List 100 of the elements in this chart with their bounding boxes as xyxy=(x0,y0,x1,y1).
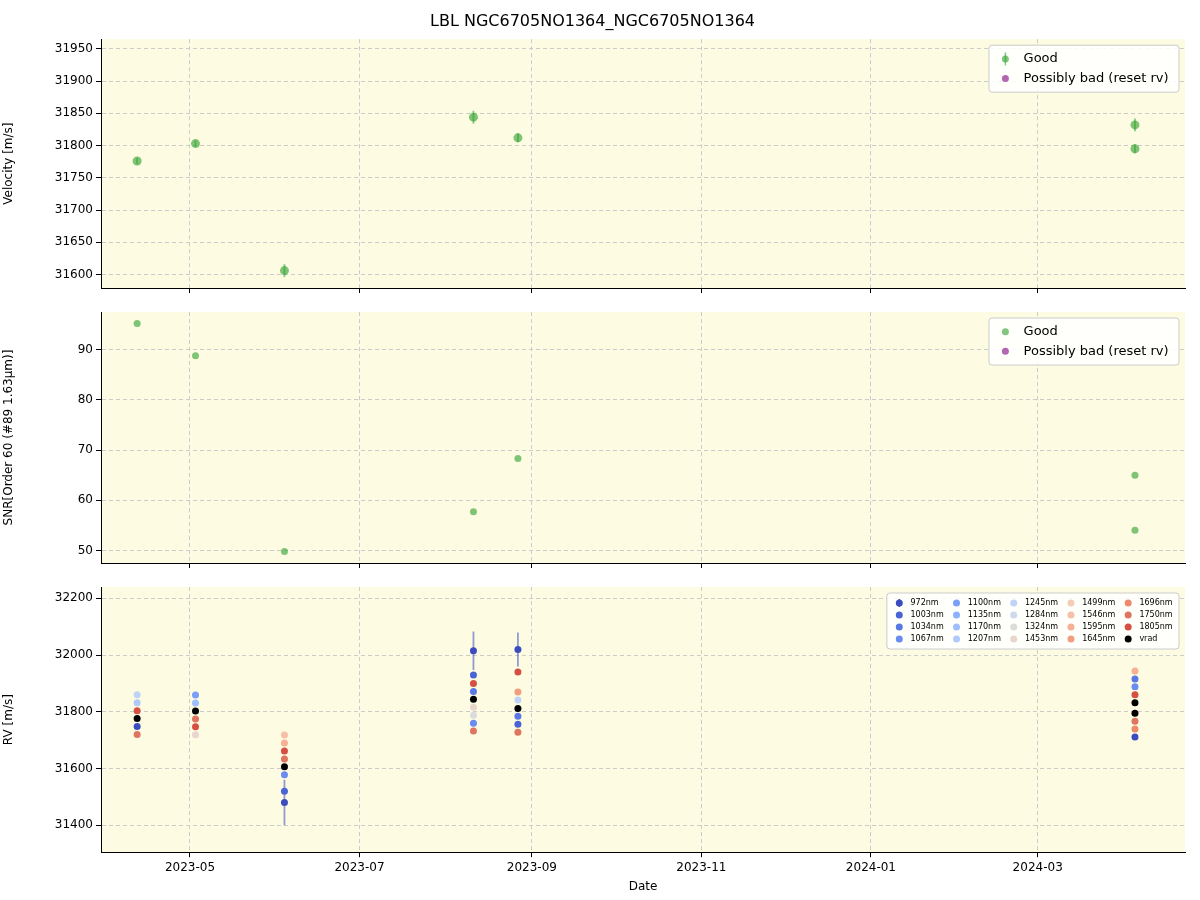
y-axis-title: Velocity [m/s] xyxy=(1,122,16,205)
point xyxy=(192,723,199,731)
point xyxy=(469,508,477,516)
point xyxy=(192,352,199,360)
y-tick-label: 80 xyxy=(77,391,93,406)
point xyxy=(514,728,522,736)
x-axis-title: Date xyxy=(628,878,658,893)
point xyxy=(469,727,477,735)
point xyxy=(280,787,288,795)
point xyxy=(133,715,141,723)
legend-label: Good xyxy=(1023,323,1058,339)
point xyxy=(469,679,477,687)
point xyxy=(1131,733,1139,741)
y-tick-label: 90 xyxy=(77,341,93,356)
point xyxy=(280,771,288,779)
legend-label: 1284nm xyxy=(1024,610,1059,620)
legend-label: 1453nm xyxy=(1024,634,1059,644)
point xyxy=(280,547,288,555)
y-tick-label: 32000 xyxy=(54,647,93,662)
y-tick-label: 31400 xyxy=(54,817,93,832)
point xyxy=(1131,691,1139,699)
point xyxy=(280,799,288,807)
point xyxy=(513,133,523,143)
point xyxy=(192,715,199,723)
x-tick-label: 2024-01 xyxy=(845,859,896,874)
point xyxy=(468,112,478,122)
y-tick-label: 31950 xyxy=(54,40,93,55)
x-tick-label: 2023-09 xyxy=(506,859,557,874)
point xyxy=(1131,683,1139,691)
legend-label: 1499nm xyxy=(1082,598,1116,608)
point xyxy=(133,723,141,731)
point xyxy=(133,320,141,328)
chart-title: LBL NGC6705NO1364_NGC6705NO1364 xyxy=(430,10,755,31)
legend-label: 972nm xyxy=(910,598,939,608)
point xyxy=(1131,471,1139,479)
legend-label: Possibly bad (reset rv) xyxy=(1023,69,1169,85)
point xyxy=(469,695,477,703)
point xyxy=(1131,699,1139,707)
point xyxy=(280,755,288,763)
legend-label: 1067nm xyxy=(910,634,944,644)
point xyxy=(192,691,199,699)
y-tick-label: 31600 xyxy=(54,760,93,775)
legend-label: 1546nm xyxy=(1082,610,1116,620)
y-tick-label: 32200 xyxy=(54,590,93,605)
legend-label: 1324nm xyxy=(1024,622,1059,632)
point xyxy=(469,711,477,719)
y-tick-label: 31600 xyxy=(54,266,93,281)
point xyxy=(469,647,477,655)
x-tick-label: 2023-11 xyxy=(676,859,727,874)
x-tick-label: 2023-05 xyxy=(164,859,216,874)
y-tick-label: 70 xyxy=(77,442,93,457)
point xyxy=(280,731,288,739)
point xyxy=(280,739,288,747)
point xyxy=(280,747,288,755)
point xyxy=(133,707,141,715)
point xyxy=(279,266,289,276)
legend-label: vrad xyxy=(1139,634,1158,644)
y-tick-label: 31800 xyxy=(54,137,93,152)
point xyxy=(192,699,199,707)
point xyxy=(1131,526,1139,534)
y-axis-title: RV [m/s] xyxy=(1,694,16,746)
legend-label: 1207nm xyxy=(967,634,1002,644)
legend-label: 1003nm xyxy=(910,610,944,620)
legend-label: 1034nm xyxy=(910,622,944,632)
legend-label: 1170nm xyxy=(967,622,1002,632)
legend-label: 1750nm xyxy=(1139,610,1173,620)
legend-label: 1645nm xyxy=(1082,634,1116,644)
point xyxy=(1130,120,1140,130)
legend-label: 1100nm xyxy=(967,598,1002,608)
y-tick-label: 31900 xyxy=(54,73,93,88)
point xyxy=(132,156,142,166)
legend-label: 1805nm xyxy=(1139,622,1173,632)
point xyxy=(133,730,141,738)
point xyxy=(469,719,477,727)
point xyxy=(469,703,477,711)
point xyxy=(469,671,477,679)
point xyxy=(1130,144,1140,154)
point xyxy=(514,720,522,728)
point xyxy=(133,699,141,707)
point xyxy=(514,704,522,712)
legend-label: 1696nm xyxy=(1139,598,1173,608)
legend-label: 1135nm xyxy=(967,610,1002,620)
point xyxy=(133,691,141,699)
point xyxy=(514,455,522,463)
point xyxy=(1131,717,1139,725)
legend-label: 1245nm xyxy=(1024,598,1059,608)
point xyxy=(192,731,199,739)
y-tick-label: 60 xyxy=(77,492,93,507)
y-axis-title: SNR[Order 60 (#89 1.63μm)] xyxy=(1,349,16,526)
y-tick-label: 50 xyxy=(77,542,93,557)
point xyxy=(1131,725,1139,733)
y-tick-label: 31800 xyxy=(54,703,93,718)
point xyxy=(469,687,477,695)
point xyxy=(280,763,288,771)
y-tick-label: 31700 xyxy=(54,202,93,217)
point xyxy=(514,668,522,676)
y-tick-label: 31850 xyxy=(54,105,93,120)
legend-label: 1595nm xyxy=(1082,622,1116,632)
point xyxy=(514,688,522,696)
point xyxy=(1131,667,1139,675)
